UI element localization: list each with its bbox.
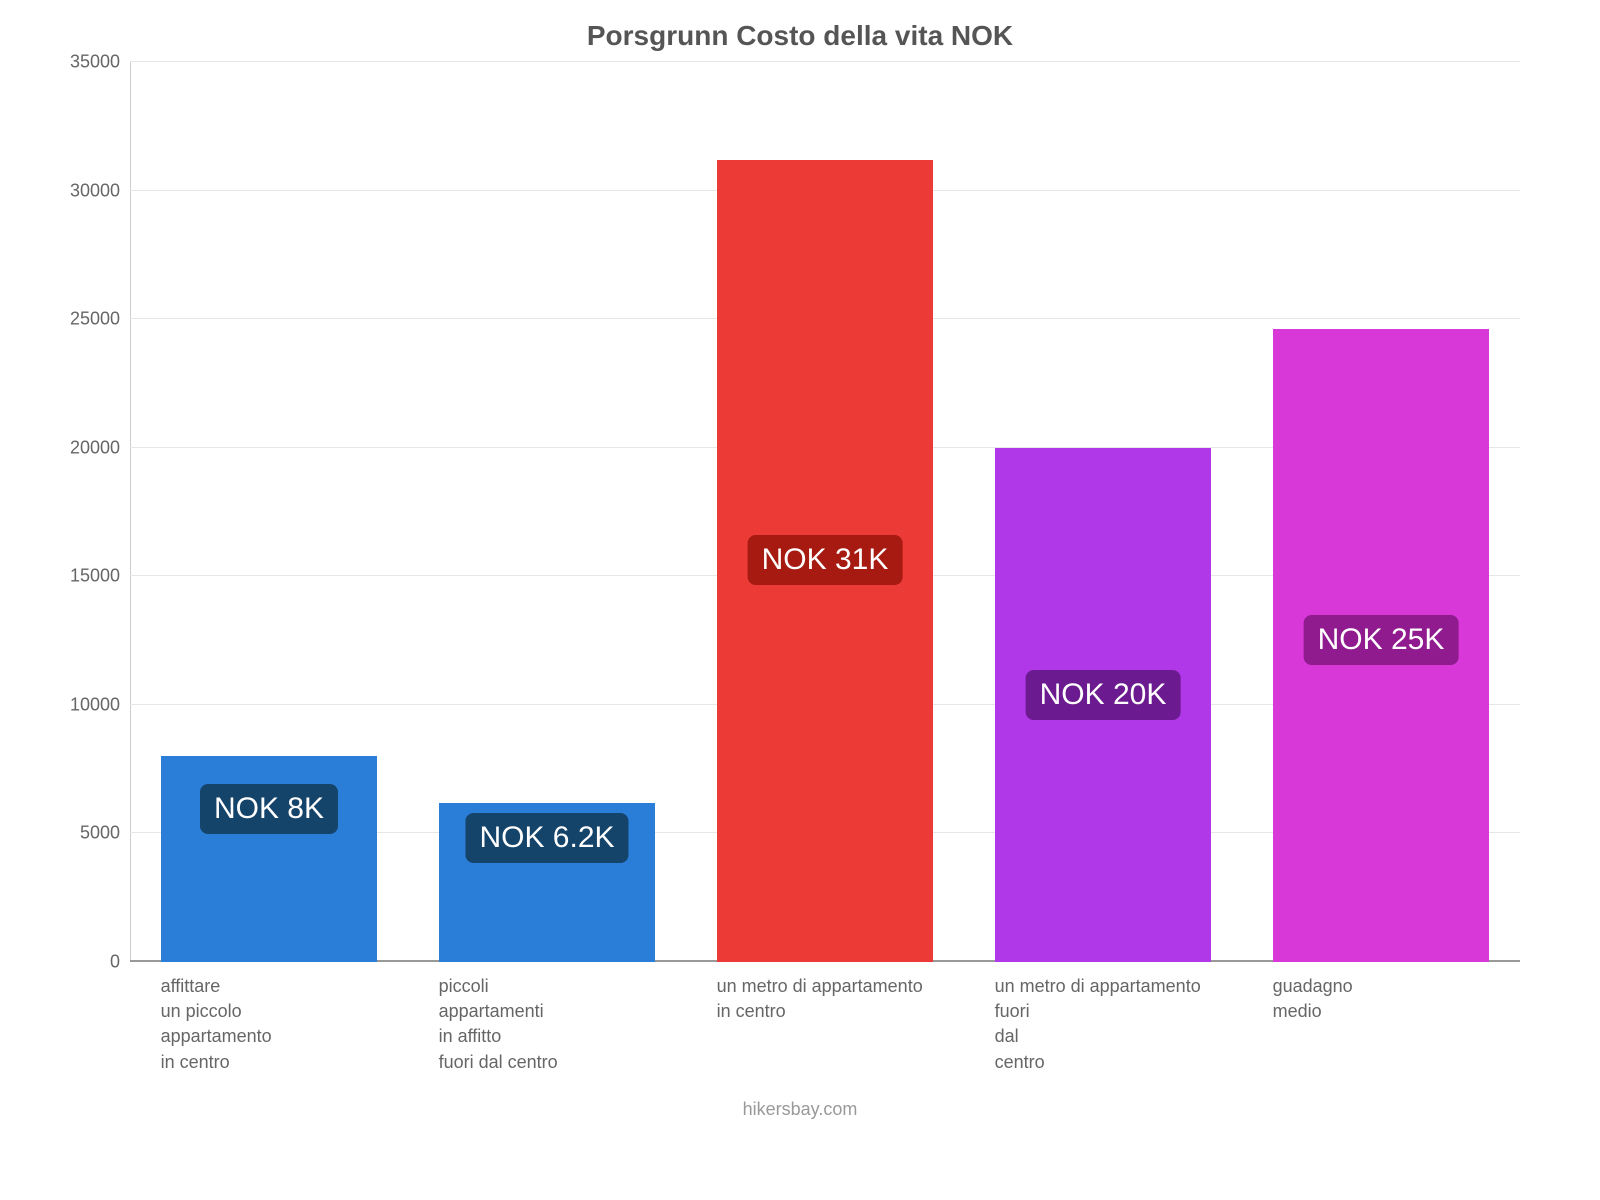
bar-value-badge: NOK 6.2K xyxy=(465,813,628,863)
bar: NOK 31K xyxy=(717,160,934,962)
bar-value-badge: NOK 8K xyxy=(200,784,338,834)
chart-container: Porsgrunn Costo della vita NOK 050001000… xyxy=(50,20,1550,1140)
bar-value-badge: NOK 20K xyxy=(1026,670,1181,720)
x-tick-label: affittare un piccolo appartamento in cen… xyxy=(161,974,418,1075)
y-tick-label: 25000 xyxy=(70,309,120,330)
y-tick-label: 5000 xyxy=(80,823,120,844)
plot-area: 05000100001500020000250003000035000NOK 8… xyxy=(130,62,1520,962)
bar-value-badge: NOK 31K xyxy=(748,535,903,585)
x-axis-labels: affittare un piccolo appartamento in cen… xyxy=(130,974,1520,1114)
y-tick-label: 10000 xyxy=(70,694,120,715)
attribution: hikersbay.com xyxy=(50,1099,1550,1120)
x-tick-label: un metro di appartamento in centro xyxy=(717,974,974,1024)
y-tick-label: 0 xyxy=(110,952,120,973)
bar: NOK 6.2K xyxy=(439,803,656,962)
bar: NOK 20K xyxy=(995,448,1212,962)
bar: NOK 25K xyxy=(1273,329,1490,962)
x-tick-label: guadagno medio xyxy=(1273,974,1530,1024)
y-tick-label: 15000 xyxy=(70,566,120,587)
y-tick-label: 20000 xyxy=(70,437,120,458)
bar-value-badge: NOK 25K xyxy=(1304,615,1459,665)
y-axis-line xyxy=(130,62,131,962)
grid-line xyxy=(130,61,1520,62)
y-tick-label: 35000 xyxy=(70,52,120,73)
bar: NOK 8K xyxy=(161,756,378,962)
x-tick-label: un metro di appartamento fuori dal centr… xyxy=(995,974,1252,1075)
chart-title: Porsgrunn Costo della vita NOK xyxy=(50,20,1550,52)
y-tick-label: 30000 xyxy=(70,180,120,201)
x-tick-label: piccoli appartamenti in affitto fuori da… xyxy=(439,974,696,1075)
